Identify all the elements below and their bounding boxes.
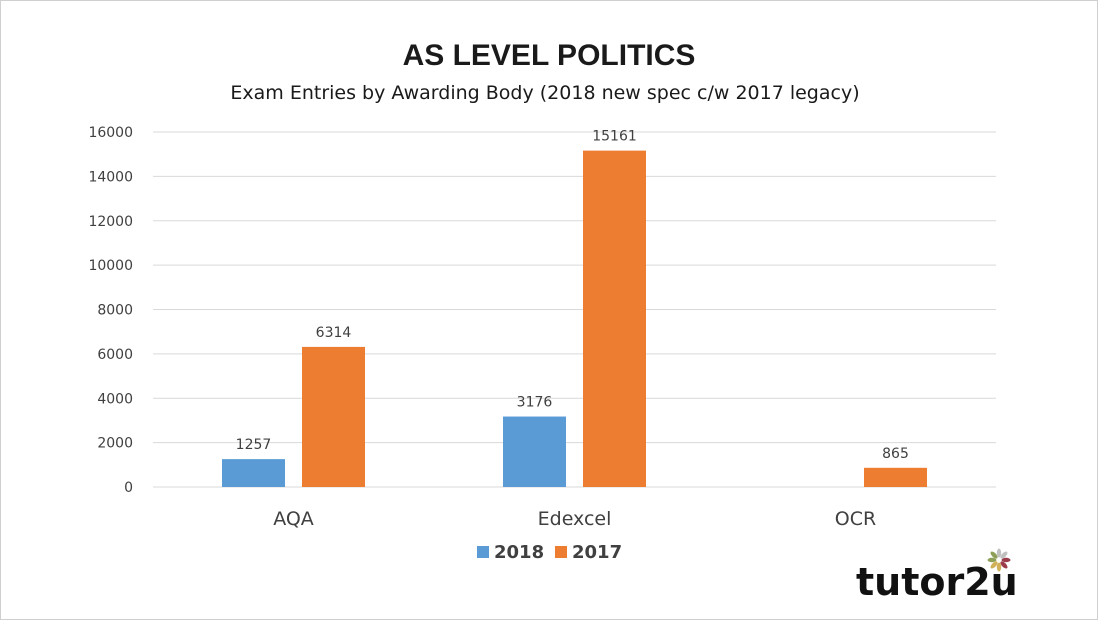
flower-petal <box>996 562 1002 572</box>
gridlines <box>153 131 996 488</box>
x-category-label: OCR <box>835 508 876 530</box>
legend-swatch-2017 <box>555 546 567 558</box>
bar-2017-OCR <box>864 467 927 487</box>
data-label: 6314 <box>316 325 352 341</box>
y-tick-label: 14000 <box>88 169 133 185</box>
y-tick-label: 16000 <box>88 125 133 141</box>
flower-petal <box>990 561 998 569</box>
y-tick-label: 8000 <box>97 303 133 319</box>
flower-petal <box>1000 561 1008 569</box>
flower-petal <box>990 551 998 559</box>
tutor2u-logo: tutor2u <box>856 548 1018 604</box>
chart-title: AS LEVEL POLITICS <box>403 39 696 72</box>
y-tick-label: 4000 <box>97 391 133 407</box>
chart-subtitle: Exam Entries by Awarding Body (2018 new … <box>230 82 859 104</box>
legend-label: 2017 <box>572 542 622 563</box>
flower-petal <box>1001 557 1011 563</box>
legend-swatch-2018 <box>477 546 489 558</box>
y-tick-label: 12000 <box>88 214 133 230</box>
flower-icon <box>987 548 1011 572</box>
flower-petal <box>987 557 997 563</box>
y-tick-label: 2000 <box>97 436 133 452</box>
y-tick-label: 6000 <box>97 347 133 363</box>
bar-2018-Edexcel <box>503 416 566 487</box>
bar-2017-AQA <box>302 346 365 487</box>
bars <box>222 150 927 488</box>
x-axis-categories: AQA Edexcel OCR <box>273 508 876 530</box>
y-tick-label: 10000 <box>88 258 133 274</box>
data-labels: 1257 6314 3176 15161 865 <box>236 129 909 462</box>
y-axis-ticks: 0 2000 4000 6000 8000 10000 12000 14000 16000 <box>88 125 133 496</box>
x-category-label: Edexcel <box>538 508 612 530</box>
flower-petal <box>1000 551 1008 559</box>
data-label: 1257 <box>236 437 272 453</box>
data-label: 3176 <box>517 395 553 411</box>
legend: 2018 2017 <box>477 542 622 563</box>
bar-2018-AQA <box>222 459 285 487</box>
data-label: 15161 <box>592 129 637 145</box>
y-tick-label: 0 <box>124 480 133 496</box>
legend-label: 2018 <box>494 542 544 563</box>
x-category-label: AQA <box>273 508 314 530</box>
bar-2017-Edexcel <box>583 150 646 488</box>
data-label: 865 <box>882 446 909 462</box>
flower-petal <box>996 548 1002 558</box>
